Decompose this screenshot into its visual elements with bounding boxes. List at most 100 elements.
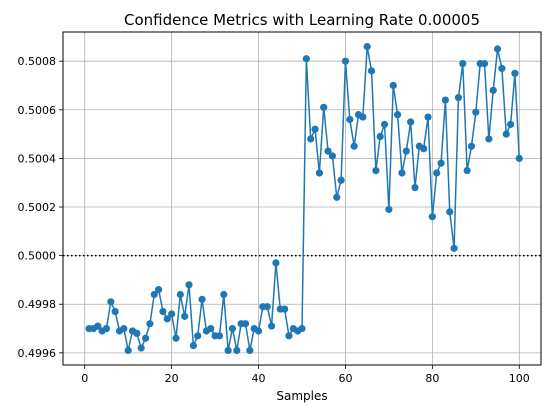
data-point <box>215 332 224 340</box>
data-point <box>302 55 310 63</box>
data-point <box>124 346 132 355</box>
x-axis-ticks: 0 20 40 60 80 100 <box>81 365 530 385</box>
data-point <box>241 320 250 328</box>
data-point <box>341 57 350 65</box>
data-point <box>485 135 493 143</box>
data-point <box>168 310 176 318</box>
data-point <box>437 159 445 167</box>
data-point <box>506 120 515 128</box>
data-point <box>120 324 128 333</box>
data-point <box>94 322 102 330</box>
chart-title: Confidence Metrics with Learning Rate 0.… <box>124 11 480 29</box>
data-point <box>155 286 163 294</box>
data-point <box>380 120 389 128</box>
data-point <box>502 130 510 138</box>
y-tick-label: 0.4998 <box>18 298 57 311</box>
data-point <box>480 59 489 68</box>
data-point <box>446 208 454 216</box>
data-point <box>133 329 141 338</box>
data-point <box>159 307 167 316</box>
data-point <box>363 42 371 51</box>
data-point <box>402 147 410 155</box>
data-point <box>333 193 341 201</box>
data-point <box>328 152 337 160</box>
data-point <box>320 103 328 111</box>
data-point <box>337 176 345 184</box>
data-point <box>263 303 271 311</box>
y-tick-label: 0.4996 <box>18 347 57 360</box>
series-layer <box>85 42 523 355</box>
data-point <box>102 324 111 333</box>
data-point <box>281 305 289 313</box>
x-axis-label: Samples <box>276 389 327 403</box>
data-point <box>367 67 376 75</box>
data-point <box>172 334 180 342</box>
data-point <box>372 166 380 175</box>
data-point <box>137 344 145 352</box>
data-point <box>185 281 193 289</box>
data-point <box>207 324 215 333</box>
data-point <box>398 169 406 177</box>
data-point <box>198 295 206 303</box>
data-point <box>315 169 323 177</box>
data-point <box>267 322 276 330</box>
data-point <box>472 108 480 116</box>
data-point <box>324 147 332 155</box>
data-point <box>176 290 184 299</box>
data-point <box>463 166 471 175</box>
data-point <box>107 298 115 306</box>
data-point <box>428 213 436 221</box>
data-point <box>141 334 150 342</box>
data-point <box>420 145 428 153</box>
data-point <box>467 142 476 150</box>
series-line <box>89 46 521 351</box>
data-point <box>359 113 367 121</box>
x-tick-label: 100 <box>509 372 530 385</box>
data-point <box>454 94 463 102</box>
data-point <box>411 183 419 192</box>
data-point <box>459 59 467 68</box>
y-tick-label: 0.5002 <box>18 201 57 214</box>
plot-frame <box>62 31 542 366</box>
data-point <box>311 125 319 133</box>
data-point <box>407 118 415 126</box>
data-point <box>194 332 202 340</box>
data-point <box>181 312 189 320</box>
data-point <box>272 259 280 267</box>
data-point <box>246 346 254 355</box>
data-point <box>424 113 432 121</box>
data-point <box>163 315 171 323</box>
y-tick-label: 0.5006 <box>18 104 57 117</box>
data-point <box>233 346 241 355</box>
y-tick-label: 0.5008 <box>18 55 57 68</box>
data-point <box>489 86 497 94</box>
x-tick-label: 80 <box>425 372 439 385</box>
data-point <box>150 290 158 299</box>
data-point <box>498 64 506 73</box>
data-point <box>307 135 315 143</box>
x-tick-label: 0 <box>81 372 88 385</box>
data-point <box>376 132 384 141</box>
data-point <box>350 142 358 150</box>
data-point <box>189 341 197 350</box>
data-point <box>224 346 232 355</box>
data-point <box>394 111 402 119</box>
data-point <box>111 307 119 316</box>
data-point <box>228 324 237 333</box>
data-point <box>346 115 354 124</box>
x-tick-label: 40 <box>252 372 266 385</box>
y-tick-label: 0.5000 <box>18 250 57 263</box>
data-point <box>146 320 154 328</box>
data-point <box>450 244 458 252</box>
data-point <box>433 169 441 177</box>
x-tick-label: 60 <box>338 372 352 385</box>
data-point <box>254 327 263 335</box>
data-point <box>298 324 306 333</box>
y-axis-ticks: 0.4996 0.4998 0.5000 0.5002 0.5004 0.5006 0.50… <box>18 55 63 360</box>
x-tick-label: 20 <box>165 372 179 385</box>
data-point <box>385 205 393 214</box>
data-point <box>515 154 523 162</box>
data-point <box>220 290 228 299</box>
